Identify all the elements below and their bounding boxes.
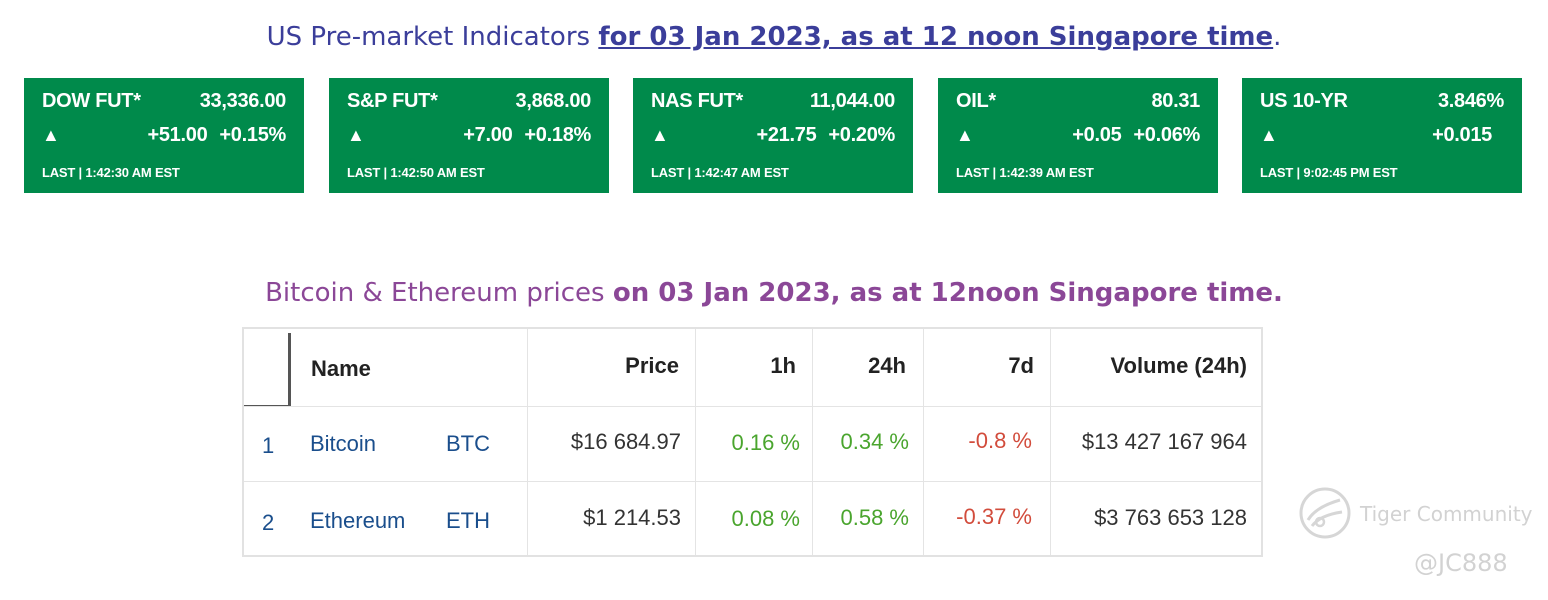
- indicator-value: 80.31: [1151, 90, 1200, 112]
- row-rank: 2: [262, 510, 275, 535]
- coin-price: $1 214.53: [583, 505, 681, 530]
- indicator-card-sp[interactable]: S&P FUT* 3,868.00 ▲ +7.00 +0.18% LAST | 1:4…: [329, 78, 609, 193]
- us-premarket-headline: US Pre-market Indicators for 03 Jan 2023…: [0, 22, 1548, 52]
- headline-date-link[interactable]: for 03 Jan 2023, as at 12 noon Singapore…: [598, 22, 1274, 52]
- coin-volume: $13 427 167 964: [1081, 429, 1247, 454]
- crypto-headline: Bitcoin & Ethereum prices on 03 Jan 2023…: [0, 278, 1548, 308]
- crypto-price-table: Name Price 1h 24h 7d Volume (24h) 1 Bitc…: [242, 327, 1263, 557]
- coin-change-1h: 0.16 %: [731, 430, 801, 455]
- column-header-24h[interactable]: 24h: [868, 353, 906, 378]
- coin-change-7d: -0.37 %: [956, 504, 1032, 529]
- coin-name-link[interactable]: Bitcoin: [310, 431, 377, 456]
- indicator-last-time: LAST | 1:42:47 AM EST: [651, 165, 789, 180]
- column-divider: [923, 329, 924, 555]
- coin-symbol[interactable]: BTC: [446, 431, 490, 456]
- up-arrow-icon: ▲: [956, 125, 974, 145]
- indicator-change: +0.05: [1072, 124, 1122, 146]
- indicator-card-oil[interactable]: OIL* 80.31 ▲ +0.05 +0.06% LAST | 1:42:39 AM…: [938, 78, 1218, 193]
- column-divider: [812, 329, 813, 555]
- indicator-name: NAS FUT*: [651, 90, 744, 112]
- indicator-last-time: LAST | 1:42:39 AM EST: [956, 165, 1094, 180]
- indicator-change: +7.00: [463, 124, 513, 146]
- headline-prefix: US Pre-market Indicators: [266, 22, 599, 52]
- row-divider: [244, 481, 1261, 482]
- indicator-value: 33,336.00: [199, 90, 287, 112]
- headline-prefix: Bitcoin & Ethereum prices: [265, 278, 613, 308]
- indicator-card-us10yr[interactable]: US 10-YR 3.846% ▲ +0.015 LAST | 9:02:45 PM…: [1242, 78, 1522, 193]
- coin-change-1h: 0.08 %: [731, 506, 801, 531]
- coin-volume: $3 763 653 128: [1094, 505, 1247, 530]
- coin-symbol[interactable]: ETH: [446, 508, 490, 533]
- coin-change-7d: -0.8 %: [968, 428, 1032, 453]
- column-divider: [1050, 329, 1051, 555]
- up-arrow-icon: ▲: [651, 125, 669, 145]
- indicator-change-pct: +0.06%: [1133, 124, 1200, 146]
- indicator-card-nas[interactable]: NAS FUT* 11,044.00 ▲ +21.75 +0.20% LAST | 1…: [633, 78, 913, 193]
- row-divider: [244, 406, 1261, 407]
- up-arrow-icon: ▲: [347, 125, 365, 145]
- indicator-value: 3,868.00: [515, 90, 592, 112]
- indicator-name: DOW FUT*: [42, 90, 141, 112]
- header-corner-border: [288, 333, 291, 405]
- indicator-change: +0.015: [1432, 124, 1492, 146]
- indicator-last-time: LAST | 9:02:45 PM EST: [1260, 165, 1398, 180]
- column-header-name[interactable]: Name: [311, 356, 371, 381]
- column-header-7d[interactable]: 7d: [1008, 353, 1034, 378]
- coin-change-24h: 0.58 %: [840, 505, 910, 530]
- indicator-last-time: LAST | 1:42:50 AM EST: [347, 165, 485, 180]
- indicator-card-dow[interactable]: DOW FUT* 33,336.00 ▲ +51.00 +0.15% LAST | 1…: [24, 78, 304, 193]
- indicator-change-pct: +0.18%: [524, 124, 591, 146]
- indicator-value: 11,044.00: [809, 90, 895, 112]
- indicator-name: OIL*: [956, 90, 996, 112]
- column-header-volume[interactable]: Volume (24h): [1110, 353, 1247, 378]
- indicator-change-pct: +0.20%: [828, 124, 895, 146]
- coin-name-link[interactable]: Ethereum: [310, 508, 406, 533]
- coin-price: $16 684.97: [570, 429, 681, 454]
- indicator-name: US 10-YR: [1260, 90, 1348, 112]
- up-arrow-icon: ▲: [1260, 125, 1278, 145]
- indicator-change: +51.00: [147, 124, 208, 146]
- indicator-change: +21.75: [756, 124, 817, 146]
- headline-date: on 03 Jan 2023, as at 12noon Singapore t…: [612, 278, 1283, 308]
- headline-suffix: .: [1273, 22, 1282, 52]
- column-header-price[interactable]: Price: [625, 353, 679, 378]
- indicator-name: S&P FUT*: [347, 90, 438, 112]
- watermark-brand: Tiger Community: [1360, 502, 1533, 526]
- up-arrow-icon: ▲: [42, 125, 60, 145]
- column-divider: [695, 329, 696, 555]
- indicator-last-time: LAST | 1:42:30 AM EST: [42, 165, 180, 180]
- column-header-1h[interactable]: 1h: [770, 353, 796, 378]
- watermark-handle: @JC888: [1414, 549, 1508, 577]
- coin-change-24h: 0.34 %: [840, 429, 910, 454]
- column-divider: [527, 329, 528, 555]
- row-rank: 1: [262, 433, 275, 458]
- indicator-value: 3.846%: [1437, 90, 1504, 112]
- tiger-logo-icon: [1299, 487, 1351, 539]
- indicator-change-pct: +0.15%: [219, 124, 286, 146]
